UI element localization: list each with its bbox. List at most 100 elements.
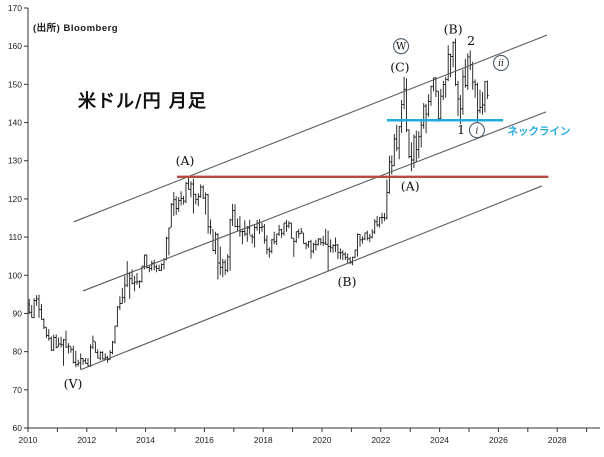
- circled-wave-label: i: [475, 126, 478, 136]
- ohlc-bar: [157, 264, 161, 272]
- ohlc-bar: [321, 235, 325, 246]
- lower-channel-line: [80, 185, 543, 371]
- x-tick-label: 2018: [254, 435, 273, 445]
- ohlc-bar: [45, 326, 48, 338]
- ohlc-bar: [50, 336, 53, 351]
- ohlc-bar: [270, 239, 274, 254]
- ohlc-bar: [64, 330, 68, 348]
- ohlc-bar: [400, 100, 403, 133]
- ohlc-bar: [407, 129, 411, 159]
- wave-label-6: (B): [444, 21, 463, 36]
- ohlc-bar: [219, 246, 222, 276]
- ohlc-bar: [268, 247, 271, 258]
- ohlc-bar: [481, 92, 484, 115]
- ohlc-bar: [272, 231, 276, 245]
- ohlc-bar: [356, 233, 359, 257]
- ohlc-bar: [209, 219, 212, 235]
- ohlc-bar: [250, 233, 254, 244]
- ohlc-bar: [410, 142, 413, 172]
- ohlc-bar: [32, 298, 36, 319]
- ohlc-bar: [177, 197, 180, 212]
- ohlc-bar: [35, 295, 38, 306]
- ohlc-bar: [429, 85, 433, 106]
- ohlc-bar: [248, 219, 251, 237]
- ohlc-bar: [206, 193, 210, 234]
- ohlc-bar: [197, 193, 200, 207]
- chart-title: 米ドル/円 月足: [78, 90, 207, 112]
- ohlc-bar: [385, 179, 389, 220]
- plot-area: 170 160 150 140 130 120 110 100 90 80 70 60 2010 2012…: [8, 3, 600, 445]
- ohlc-bar: [370, 229, 374, 239]
- ohlc-bar: [319, 238, 323, 246]
- ohlc-bar: [358, 233, 362, 247]
- ohlc-bar: [123, 275, 127, 303]
- ohlc-bar: [346, 253, 349, 264]
- ohlc-bar: [121, 287, 124, 304]
- ohlc-bar: [299, 227, 303, 235]
- x-tick-label: 2022: [371, 435, 390, 445]
- ohlc-bar: [174, 196, 178, 215]
- ohlc-bar: [464, 58, 467, 88]
- ohlc-bar: [170, 203, 173, 228]
- ohlc-bar: [99, 351, 102, 361]
- ohlc-bar: [89, 344, 92, 367]
- ohlc-bar: [62, 339, 65, 366]
- ohlc-bar: [437, 90, 440, 122]
- ohlc-bar: [265, 235, 269, 255]
- ohlc-bar: [373, 219, 376, 234]
- ohlc-bar: [111, 340, 114, 355]
- circled-wave-marker: [468, 122, 485, 139]
- ohlc-bar: [67, 343, 70, 354]
- ohlc-bar: [192, 178, 195, 214]
- x-tick-label: 2010: [19, 435, 38, 445]
- ohlc-bar: [285, 219, 288, 232]
- ohlc-bar: [397, 126, 401, 160]
- ohlc-bar: [228, 218, 232, 271]
- ohlc-bar: [238, 216, 242, 237]
- middle-channel-line: [82, 111, 547, 292]
- ohlc-bar: [275, 233, 278, 246]
- ohlc-bar: [302, 232, 305, 245]
- ohlc-bar: [471, 61, 474, 90]
- ohlc-bar: [402, 76, 406, 110]
- ohlc-bar: [167, 227, 171, 256]
- x-tick-label: 2014: [136, 435, 155, 445]
- x-tick-label: 2028: [548, 435, 567, 445]
- ohlc-bar: [334, 237, 337, 252]
- ohlc-bar: [277, 224, 281, 236]
- ohlc-bar: [155, 264, 158, 273]
- ohlc-bar: [486, 80, 489, 99]
- ohlc-bar: [341, 250, 345, 260]
- ohlc-bar: [419, 119, 423, 148]
- x-tick-label: 2020: [313, 435, 332, 445]
- ohlc-bar: [199, 184, 202, 198]
- x-tick-label: 2026: [489, 435, 508, 445]
- ohlc-bar: [451, 41, 455, 68]
- y-tick-label: 160: [8, 41, 22, 51]
- ohlc-bar: [152, 259, 156, 271]
- upper-channel-line: [73, 34, 548, 223]
- ohlc-bar: [363, 232, 367, 241]
- ohlc-bar: [331, 244, 335, 253]
- ohlc-bar: [483, 80, 487, 113]
- ohlc-bar: [241, 230, 244, 245]
- ohlc-bar: [79, 353, 82, 370]
- ohlc-bar: [468, 50, 472, 71]
- ohlc-bar: [317, 238, 320, 246]
- ohlc-bar: [253, 224, 256, 248]
- ohlc-bar: [138, 280, 141, 289]
- ohlc-bar: [304, 242, 308, 250]
- ohlc-bar: [140, 265, 144, 283]
- ohlc-bar: [30, 305, 33, 319]
- ohlc-bar: [466, 53, 470, 90]
- ohlc-bar: [287, 221, 291, 229]
- y-tick-label: 80: [13, 347, 23, 357]
- ohlc-bar: [160, 263, 163, 272]
- ohlc-bar: [368, 234, 372, 243]
- ohlc-bar: [69, 346, 73, 353]
- ohlc-bar: [221, 258, 225, 278]
- axes: [24, 7, 600, 432]
- y-tick-label: 120: [8, 194, 22, 204]
- ohlc-bar: [214, 231, 217, 255]
